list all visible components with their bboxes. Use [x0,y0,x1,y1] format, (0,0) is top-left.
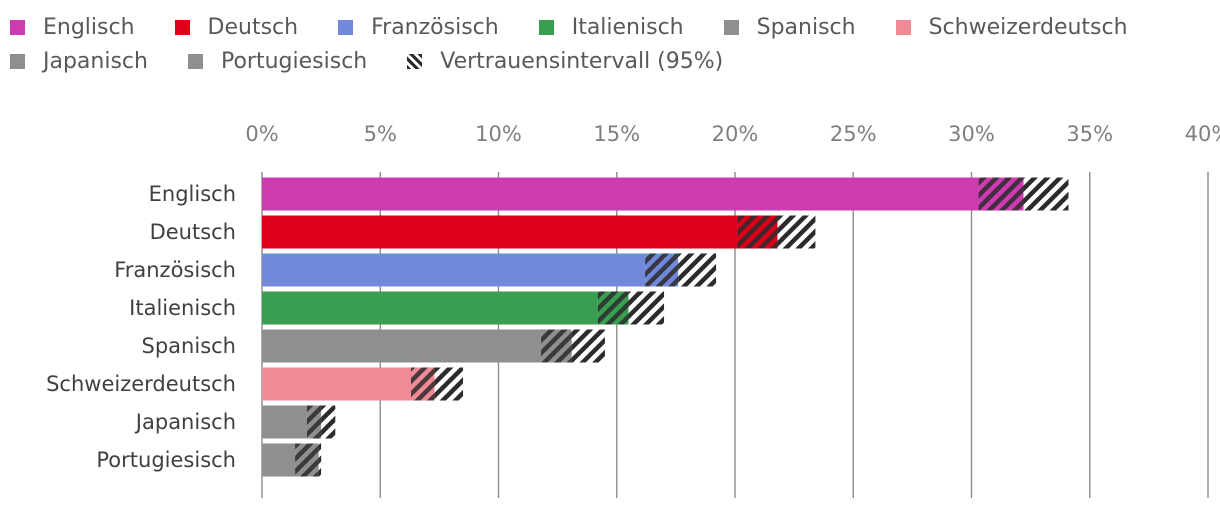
legend-label: Japanisch [43,48,148,74]
confidence-interval-upper [777,215,816,249]
x-tick-label: 0% [245,122,278,146]
bar [262,329,542,363]
y-axis-categories: Englisch Deutsch Französisch Italienisch Spa… [46,182,236,472]
confidence-interval-upper [571,329,605,363]
confidence-interval-lower [295,443,319,477]
category-label: Italienisch [129,296,236,320]
confidence-interval-lower [597,291,629,325]
bar [262,367,411,401]
bar [262,253,646,287]
x-tick-label: 30% [948,122,995,146]
legend-label: Italienisch [571,14,684,40]
legend-item: Vertrauensintervall (95%) [407,49,723,74]
category-label: Englisch [149,182,236,206]
bar [262,291,598,325]
confidence-interval-lower [410,367,435,401]
confidence-interval-upper [628,291,665,325]
legend-label: Französisch [371,14,499,40]
confidence-interval-upper [678,253,717,287]
confidence-interval-upper [434,367,464,401]
legend-swatch [895,19,911,35]
confidence-interval-lower [978,177,1024,211]
x-tick-label: 35% [1066,122,1113,146]
legend-label: Englisch [43,14,135,40]
category-label: Portugiesisch [96,448,236,472]
x-tick-label: 5% [364,122,397,146]
confidence-interval-lower [737,215,778,249]
bar [262,405,307,439]
legend-label: Vertrauensintervall (95%) [440,48,724,74]
legend-swatch [10,53,25,69]
legend-swatch [187,53,203,69]
bar [262,443,296,477]
legend-item: Schweizerdeutsch [895,14,1128,40]
legend-swatch [338,19,354,35]
legend-item: Spanisch [723,14,856,40]
confidence-interval-upper [1023,177,1069,211]
category-label: Deutsch [150,220,236,244]
x-tick-label: 40% [1185,122,1220,146]
legend-item: Französisch [338,15,499,40]
chart-legend: Englisch Deutsch Französisch Italienisch Spa… [10,10,1210,78]
legend-label: Portugiesisch [220,48,368,74]
legend-row: Japanisch Portugiesisch Vertrauensinterval… [10,44,1210,78]
bars [262,177,1069,477]
x-tick-label: 20% [712,122,759,146]
legend-label: Schweizerdeutsch [928,14,1128,40]
category-label: Französisch [114,258,236,282]
legend-item: Italienisch [538,14,684,40]
legend-item: Japanisch [10,49,148,74]
legend-swatch [10,19,25,35]
bar [262,215,738,249]
legend-label: Deutsch [207,14,299,40]
legend-item: Englisch [10,15,135,40]
x-axis-ticks: 0% 5% 10% 15% 20% 25% 30% 35% 40% [245,122,1220,146]
x-tick-label: 25% [830,122,877,146]
legend-swatch [723,19,739,35]
legend-swatch [407,53,423,69]
category-label: Japanisch [134,410,236,434]
bar [262,177,979,211]
legend-swatch [174,19,190,35]
confidence-interval-upper [318,443,322,477]
legend-swatch [538,19,554,35]
legend-item: Portugiesisch [187,48,368,74]
legend-item: Deutsch [174,14,299,40]
x-tick-label: 15% [593,122,640,146]
confidence-interval-upper [321,405,336,439]
x-tick-label: 10% [475,122,522,146]
category-label: Schweizerdeutsch [46,372,236,396]
legend-row: Englisch Deutsch Französisch Italienisch Spa… [10,10,1210,44]
category-label: Spanisch [142,334,236,358]
confidence-interval-lower [645,253,679,287]
legend-label: Spanisch [756,14,856,40]
confidence-interval-lower [306,405,322,439]
confidence-interval-lower [541,329,572,363]
